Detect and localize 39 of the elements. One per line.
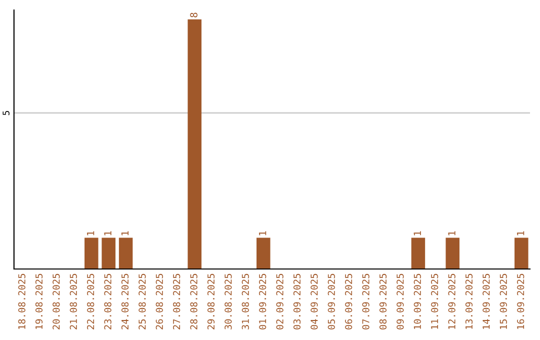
x-tick-label: 09.09.2025: [396, 274, 404, 330]
x-tick-label: 03.09.2025: [293, 274, 301, 330]
x-tick-label: 27.08.2025: [173, 274, 180, 330]
data-label: 1: [517, 231, 524, 236]
x-tick-label: 20.08.2025: [52, 274, 60, 330]
x-tick-label: 22.08.2025: [87, 274, 94, 330]
x-tick-label: 07.09.2025: [362, 274, 370, 330]
x-tick-label: 24.08.2025: [121, 274, 129, 330]
x-tick-label: 12.09.2025: [448, 274, 456, 329]
x-tick-label: 30.08.2025: [224, 274, 232, 330]
x-tick-label: 25.08.2025: [138, 274, 146, 330]
x-tick-label: 02.09.2025: [276, 274, 284, 330]
x-tick-label: 16.09.2025: [517, 274, 524, 329]
x-tick-label: 04.09.2025: [310, 274, 318, 330]
data-label: 1: [104, 231, 112, 236]
data-label: 1: [87, 231, 94, 236]
data-label: 1: [414, 231, 421, 236]
x-tick-label: 15.09.2025: [500, 274, 507, 329]
x-tick-label: 01.09.2025: [259, 274, 266, 330]
data-label: 8: [190, 12, 198, 18]
x-tick-label: 05.09.2025: [328, 274, 335, 330]
data-label: 1: [121, 231, 129, 236]
data-label: 1: [259, 231, 266, 236]
x-tick-label: 21.08.2025: [70, 274, 77, 330]
x-tick-label: 23.08.2025: [104, 274, 112, 330]
x-tick-label: 26.08.2025: [156, 274, 163, 330]
x-tick-label: 18.08.2025: [18, 274, 26, 329]
x-tick-label: 14.09.2025: [482, 274, 490, 329]
x-tick-label: 06.09.2025: [345, 274, 352, 330]
y-tick-label: 5: [2, 110, 10, 116]
x-tick-label: 13.09.2025: [465, 274, 473, 329]
x-tick-label: 08.09.2025: [379, 274, 387, 330]
x-tick-label: 29.08.2025: [207, 274, 215, 330]
x-tick-label: 31.08.2025: [242, 274, 249, 330]
x-tick-label: 10.09.2025: [414, 274, 421, 329]
data-label: 1: [448, 231, 456, 236]
x-tick-label: 19.08.2025: [35, 274, 43, 329]
x-tick-label: 28.08.2025: [190, 274, 198, 330]
x-tick-label: 11.09.2025: [431, 274, 438, 329]
